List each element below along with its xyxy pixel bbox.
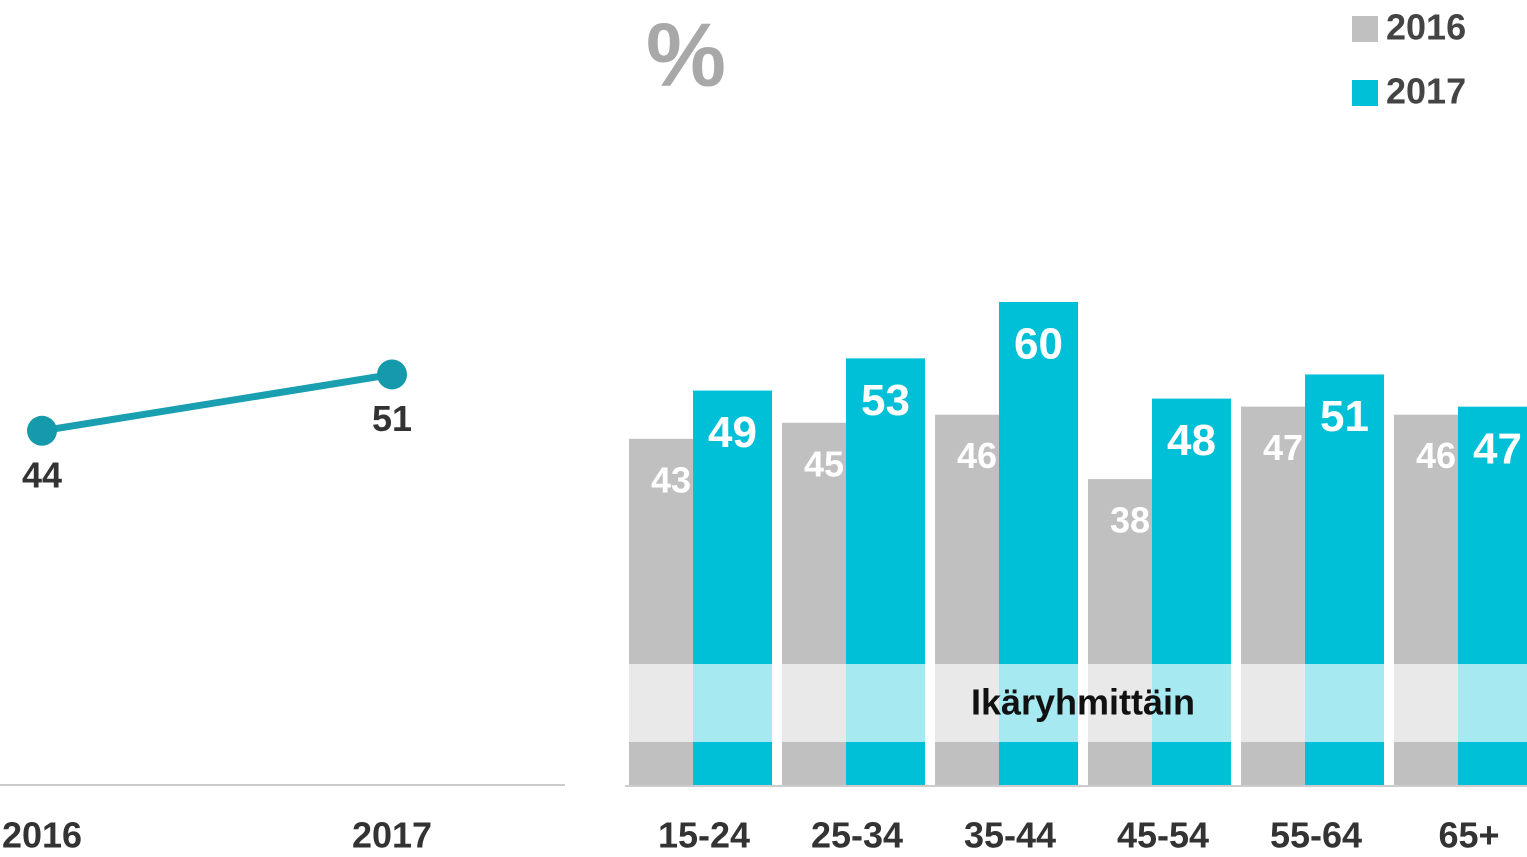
legend-label: 2017	[1386, 71, 1466, 112]
legend-swatch	[1352, 16, 1378, 42]
unit-label: %	[646, 6, 726, 106]
value-label: 51	[372, 398, 412, 439]
value-label: 51	[1320, 392, 1369, 441]
value-label: 47	[1263, 427, 1303, 468]
annotation-band	[629, 664, 1527, 742]
annotation: Ikäryhmittäin	[971, 682, 1195, 723]
x-tick-label: 65+	[1438, 815, 1499, 856]
value-label: 38	[1110, 500, 1150, 541]
x-tick-label: 55-64	[1270, 815, 1362, 856]
point	[27, 415, 57, 446]
value-label: 44	[22, 454, 62, 495]
value-label: 47	[1473, 424, 1522, 473]
value-label: 43	[651, 459, 691, 500]
value-label: 49	[708, 408, 757, 457]
line	[41, 370, 393, 435]
value-label: 46	[1416, 435, 1456, 476]
legend-swatch	[1352, 80, 1378, 106]
x-tick-label: 2017	[352, 815, 432, 856]
x-tick-label: 15-24	[658, 815, 750, 856]
value-label: 48	[1167, 416, 1216, 465]
value-label: 45	[804, 443, 844, 484]
value-label: 60	[1014, 320, 1063, 369]
x-tick-label: 25-34	[811, 815, 903, 856]
value-label: 46	[957, 435, 997, 476]
x-tick-label: 45-54	[1117, 815, 1209, 856]
value-label: 53	[861, 376, 910, 425]
x-tick-label: 2016	[2, 815, 82, 856]
legend-label: 2016	[1386, 7, 1466, 48]
point	[377, 359, 407, 390]
x-tick-label: 35-44	[964, 815, 1056, 856]
